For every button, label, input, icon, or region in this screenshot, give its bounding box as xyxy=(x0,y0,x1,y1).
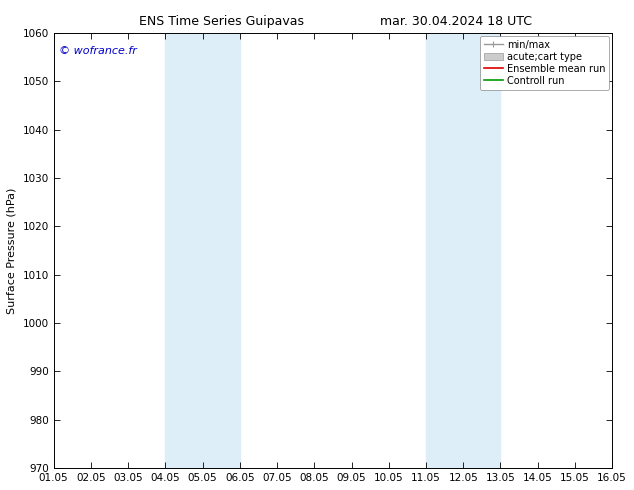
Y-axis label: Surface Pressure (hPa): Surface Pressure (hPa) xyxy=(7,187,17,314)
Bar xyxy=(426,33,500,468)
Legend: min/max, acute;cart type, Ensemble mean run, Controll run: min/max, acute;cart type, Ensemble mean … xyxy=(480,36,609,90)
Bar xyxy=(165,33,240,468)
Text: mar. 30.04.2024 18 UTC: mar. 30.04.2024 18 UTC xyxy=(380,15,533,28)
Text: © wofrance.fr: © wofrance.fr xyxy=(59,46,137,56)
Text: ENS Time Series Guipavas: ENS Time Series Guipavas xyxy=(139,15,304,28)
